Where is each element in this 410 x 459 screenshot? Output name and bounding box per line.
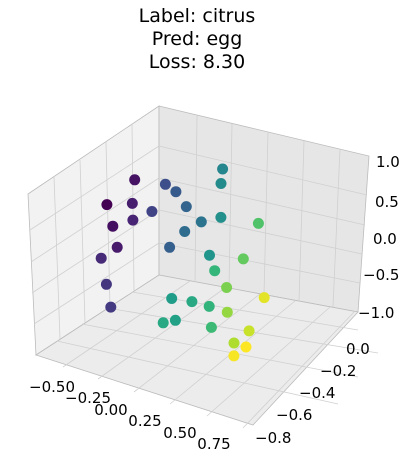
grid-line <box>194 114 198 283</box>
scatter-point <box>228 350 240 362</box>
scatter-point <box>95 252 107 264</box>
y-tick-label: −0.6 <box>276 406 312 424</box>
scatter-point <box>180 201 192 213</box>
scatter-point <box>100 278 112 290</box>
grid-line <box>56 340 339 405</box>
scatter-point <box>129 174 141 186</box>
title-line-pred: Pred: egg <box>152 28 243 50</box>
grid-line <box>242 310 356 429</box>
scatter-point <box>195 216 207 228</box>
floor-pane <box>35 274 359 426</box>
scatter-point <box>252 217 264 229</box>
scatter-point <box>157 317 169 329</box>
z-tick-label: 0.5 <box>375 193 399 211</box>
chart-title: Label: citrus Pred: egg Loss: 8.30 <box>139 5 256 73</box>
y-tick-label: −0.8 <box>255 429 291 447</box>
z-axis-ticks: 1.0 0.5 0.0 −0.5 −1.0 <box>358 153 400 322</box>
grid-line <box>206 306 331 417</box>
grid-line <box>29 145 160 231</box>
title-line-label: Label: citrus <box>139 5 256 27</box>
scatter-point <box>159 178 171 190</box>
grid-line <box>31 209 160 294</box>
y-tick-label: −0.2 <box>320 362 356 380</box>
scatter-point <box>221 282 233 293</box>
grid-line <box>30 177 160 263</box>
scatter-point <box>205 321 217 333</box>
scatter-point <box>217 163 229 175</box>
x-tick-label: 0.00 <box>94 401 127 419</box>
scatter-point <box>169 314 181 326</box>
grid-line <box>81 323 359 378</box>
scatter-point <box>204 249 215 261</box>
z-tick-label: −0.5 <box>363 266 399 284</box>
grid-line <box>33 242 160 325</box>
x-tick-label: 0.25 <box>128 412 161 430</box>
grid-line <box>53 176 61 340</box>
scatter-point <box>243 325 255 337</box>
grid-line <box>263 131 269 296</box>
scatter-point <box>186 296 198 308</box>
title-line-loss: Loss: 8.30 <box>149 51 245 73</box>
scatter-point <box>215 211 227 223</box>
x-tick-label: 0.50 <box>163 424 196 442</box>
scatter-point <box>203 300 215 312</box>
z-tick-label: 0.0 <box>373 230 397 248</box>
grid-line <box>298 140 305 302</box>
grid-line <box>158 242 361 284</box>
y-axis-ticks: 0.0 −0.2 −0.4 −0.6 −0.8 <box>255 340 370 447</box>
scatter-points <box>95 163 270 362</box>
scatter-point <box>127 214 139 226</box>
grid-line <box>106 307 379 354</box>
z-tick-label: 1.0 <box>376 153 400 171</box>
x-axis-ticks: −0.50 −0.25 0.00 0.25 0.50 0.75 <box>29 378 231 453</box>
scatter-point <box>209 265 221 277</box>
grid-line <box>158 209 363 255</box>
x-tick-label: −0.25 <box>65 389 111 407</box>
x-tick-label: −0.50 <box>29 378 75 396</box>
grid-line <box>79 159 86 324</box>
scatter-point <box>107 220 119 232</box>
y-tick-label: 0.0 <box>346 340 370 358</box>
scatter-point <box>215 178 227 189</box>
grid-line <box>158 145 368 196</box>
scatter-point <box>228 337 240 349</box>
scatter-point <box>258 292 270 304</box>
scatter-point <box>146 206 158 217</box>
grid-line <box>97 287 226 380</box>
scatter-point <box>240 341 252 353</box>
y-tick-label: −0.4 <box>299 384 335 402</box>
scatter-point <box>221 306 233 318</box>
scatter-point <box>170 186 182 198</box>
grid-line <box>158 177 366 226</box>
scatter-point <box>105 301 117 313</box>
scatter-point <box>101 199 113 211</box>
scatter-point <box>111 241 123 253</box>
x-tick-label: 0.75 <box>197 435 230 453</box>
z-tick-label: −1.0 <box>358 304 394 322</box>
scatter-point <box>166 293 178 304</box>
scatter-point <box>237 253 249 265</box>
scatter-point <box>126 197 138 209</box>
scatter-point <box>164 241 176 253</box>
grid-line <box>228 123 233 289</box>
scatter-point <box>179 226 191 237</box>
grid-line <box>332 148 341 308</box>
